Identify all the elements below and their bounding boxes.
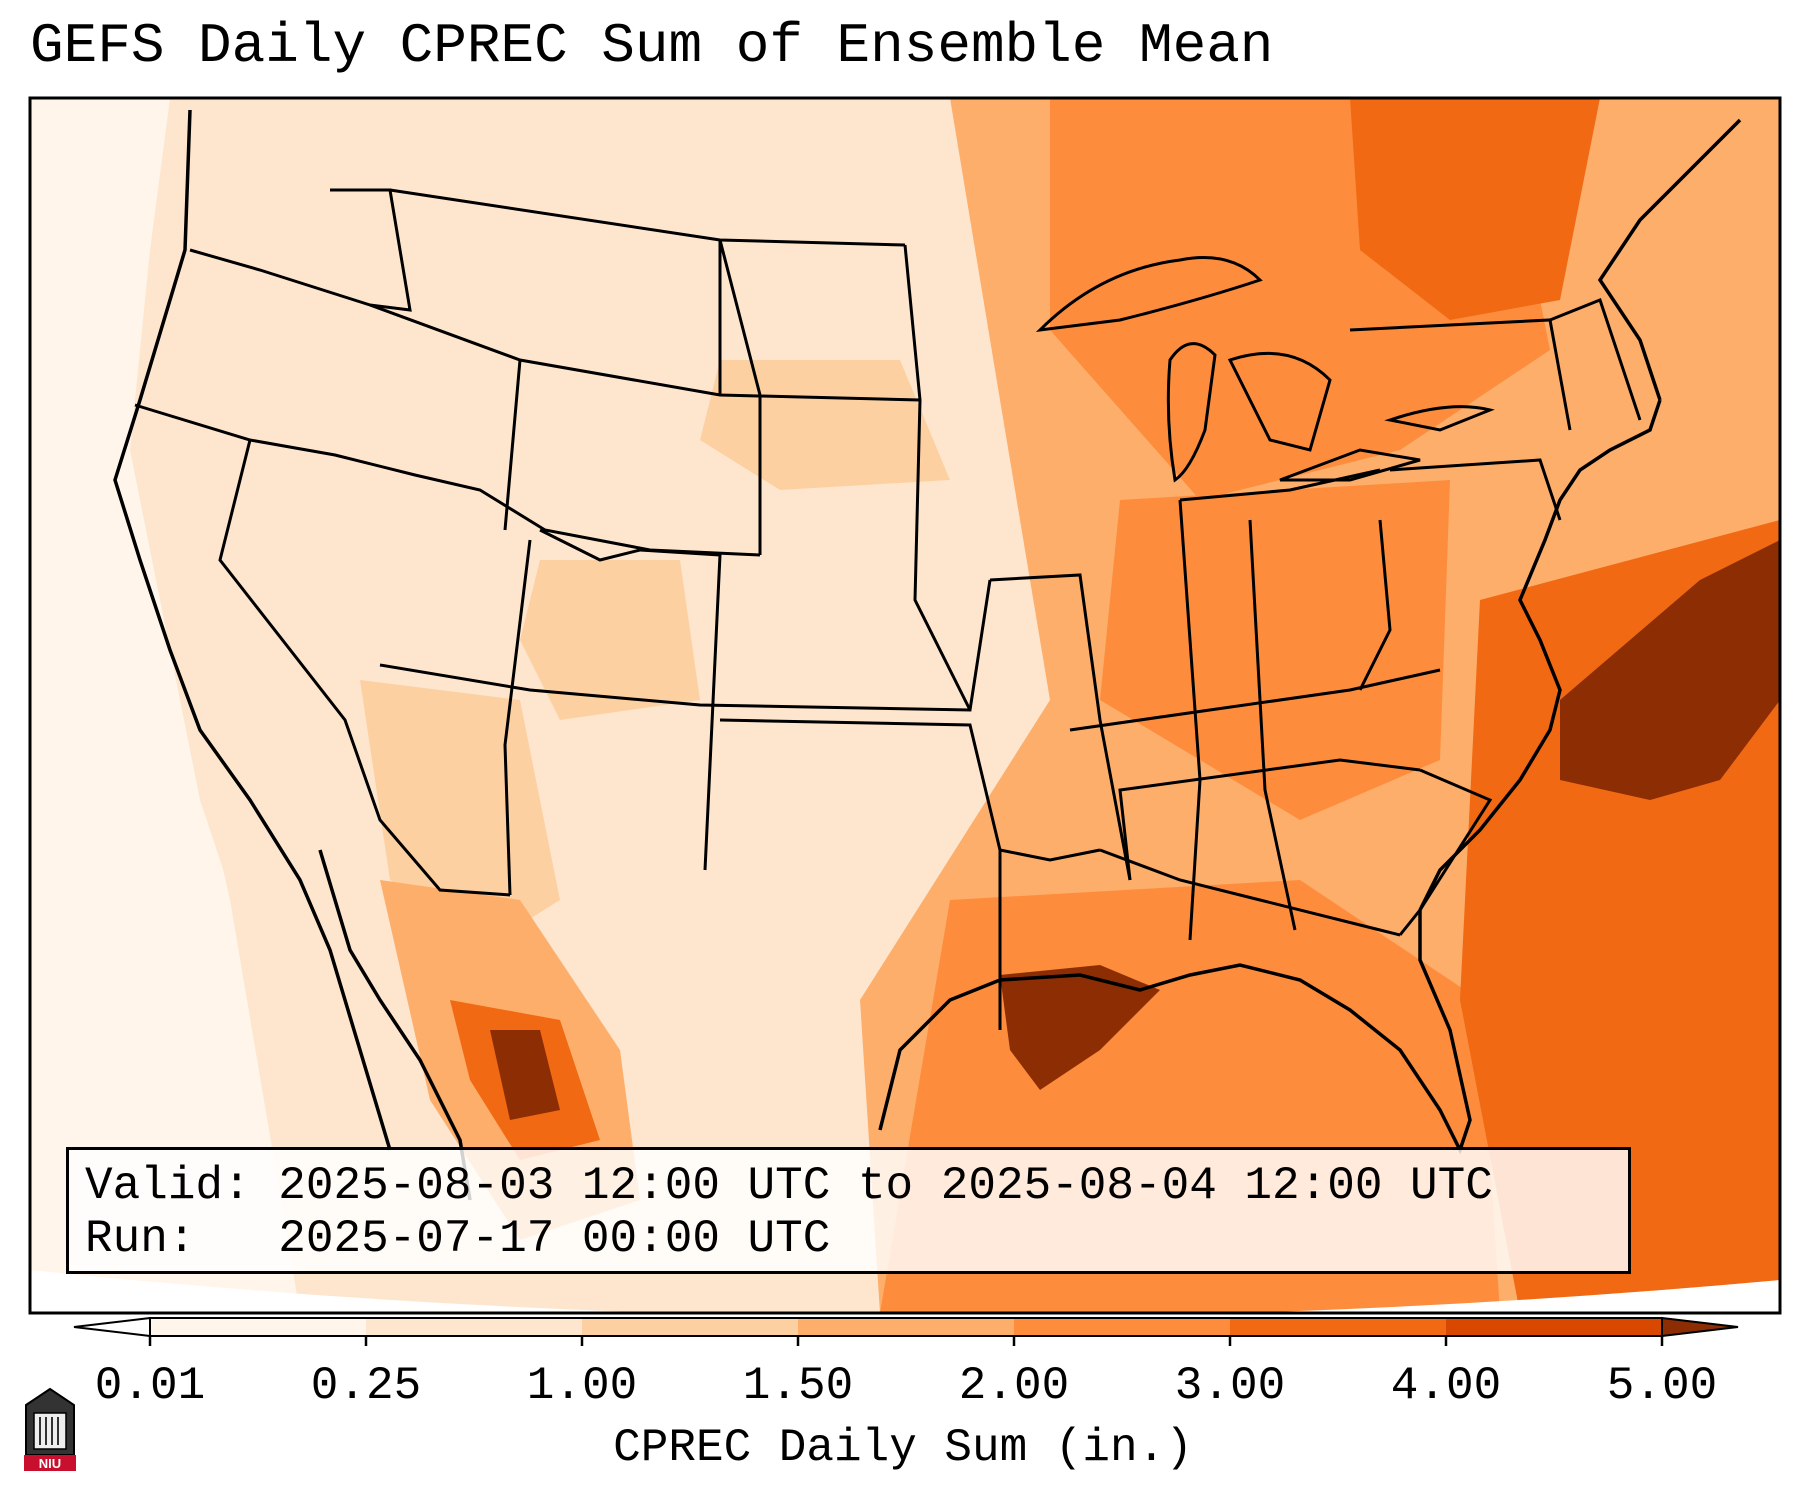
- colorbar-segment: [1230, 1318, 1446, 1336]
- map-title: GEFS Daily CPREC Sum of Ensemble Mean: [30, 14, 1274, 78]
- colorbar-tick-label: 2.00: [958, 1360, 1070, 1412]
- precip-field-colorado: [520, 560, 700, 720]
- logo-text: NIU: [39, 1456, 61, 1471]
- colorbar-segment: [798, 1318, 1014, 1336]
- colorbar-tick-label: 5.00: [1606, 1360, 1718, 1412]
- run-label: Run:: [85, 1213, 196, 1265]
- run-line: Run: 2025-07-17 00:00 UTC: [85, 1213, 1612, 1266]
- colorbar-over-extend: [1661, 1316, 1739, 1338]
- colorbar-outline: [149, 1317, 1663, 1337]
- colorbar-tick-label: 3.00: [1174, 1360, 1286, 1412]
- colorbar-under-extend: [73, 1316, 151, 1338]
- precip-field-pacific: [30, 98, 350, 1313]
- niu-logo: NIU: [24, 1387, 76, 1471]
- colorbar-tick-label: 0.25: [310, 1360, 422, 1412]
- run-value: 2025-07-17 00:00 UTC: [278, 1213, 831, 1265]
- colorbar-segment: [582, 1318, 798, 1336]
- colorbar-segment: [150, 1318, 366, 1336]
- projection-edge: [30, 1270, 1780, 1313]
- precip-field-mexico-max: [490, 1030, 560, 1120]
- precip-field-appalachia: [1100, 480, 1450, 820]
- valid-label: Valid:: [85, 1160, 251, 1212]
- great-lakes: [1035, 256, 1495, 483]
- colorbar-tick-label: 1.00: [526, 1360, 638, 1412]
- valid-run-infobox: Valid: 2025-08-03 12:00 UTC to 2025-08-0…: [66, 1147, 1631, 1274]
- precip-field-canada-east: [1350, 98, 1600, 320]
- state-boundaries: [134, 188, 1642, 1030]
- colorbar-tick-label: 1.50: [742, 1360, 854, 1412]
- precip-field-northern-plains: [700, 360, 950, 490]
- colorbar-segment: [1014, 1318, 1230, 1336]
- colorbar-tick-label: 0.01: [94, 1360, 206, 1412]
- valid-line: Valid: 2025-08-03 12:00 UTC to 2025-08-0…: [85, 1160, 1612, 1213]
- precip-field-atlantic-max: [1560, 540, 1780, 800]
- colorbar-tick-label: 4.00: [1390, 1360, 1502, 1412]
- valid-value: 2025-08-03 12:00 UTC to 2025-08-04 12:00…: [278, 1160, 1493, 1212]
- coastline: [113, 109, 1742, 1201]
- colorbar-segment: [366, 1318, 582, 1336]
- precip-field-gulf-max: [1000, 965, 1160, 1090]
- colorbar-segment: [1446, 1318, 1662, 1336]
- map-frame: [28, 96, 1782, 1315]
- colorbar-label: CPREC Daily Sum (in.): [613, 1422, 1193, 1474]
